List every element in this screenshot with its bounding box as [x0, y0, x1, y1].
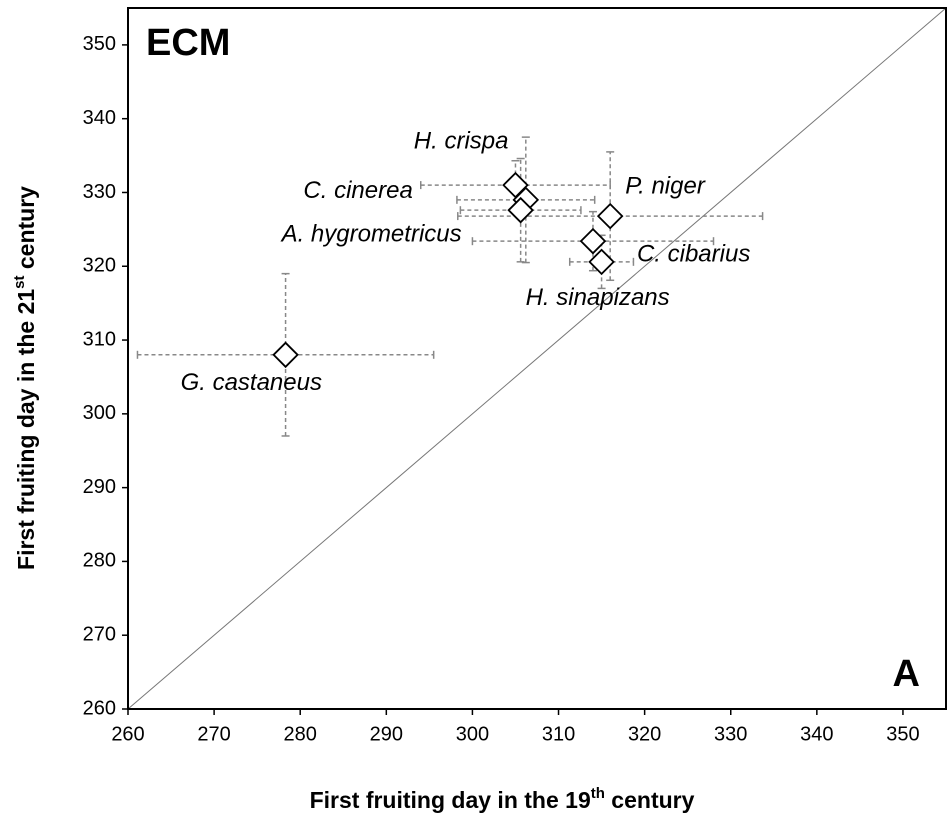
diamond-marker — [588, 248, 615, 276]
diamond-marker — [507, 196, 534, 224]
x-axis-title: First fruiting day in the 19th century — [310, 785, 695, 813]
x-tick-label: 330 — [714, 723, 747, 745]
point-label: P. niger — [625, 172, 706, 199]
y-axis-title: First fruiting day in the 21st century — [11, 186, 39, 570]
x-tick-label: 320 — [628, 723, 661, 745]
x-title-end: century — [605, 787, 695, 813]
x-tick-label: 270 — [197, 723, 230, 745]
diamond-marker — [596, 202, 624, 230]
y-tick-label: 350 — [83, 33, 116, 55]
point-label: C. cinerea — [303, 177, 412, 204]
panel-letter: A — [893, 653, 920, 695]
x-tick-label: 310 — [542, 723, 575, 745]
y-tick-label: 290 — [83, 476, 116, 498]
panel-label: ECM — [146, 22, 230, 64]
y-tick-label: 300 — [83, 402, 116, 424]
y-tick-label: 330 — [83, 181, 116, 203]
y-tick-label: 270 — [83, 623, 116, 645]
y-tick-label: 310 — [83, 328, 116, 350]
y-title-end: century — [13, 186, 39, 276]
x-tick-label: 290 — [370, 723, 403, 745]
diamond-marker — [579, 227, 607, 255]
diamond-marker — [272, 341, 299, 369]
y-tick-label: 320 — [83, 255, 116, 277]
x-title-main: First fruiting day in the 19 — [310, 787, 591, 813]
y-tick-label: 260 — [83, 697, 116, 719]
one-to-one-line — [127, 7, 947, 710]
x-tick-label: 300 — [456, 723, 489, 745]
point-label: G. castaneus — [181, 369, 322, 396]
y-tick-label: 340 — [83, 107, 116, 129]
x-tick-label: 340 — [800, 723, 833, 745]
y-title-main: First fruiting day in the 21 — [13, 289, 39, 570]
y-tick-label: 280 — [83, 550, 116, 572]
x-tick-label: 280 — [284, 723, 317, 745]
point-label: C. cibarius — [637, 241, 750, 268]
point-label: A. hygrometricus — [280, 221, 462, 248]
x-tick-label: 260 — [111, 723, 144, 745]
plot-frame — [127, 7, 947, 710]
y-title-sup: st — [11, 275, 28, 288]
point-label: H. crispa — [414, 127, 509, 154]
point-label: H. sinapizans — [526, 284, 670, 311]
x-title-sup: th — [591, 785, 605, 802]
x-tick-label: 350 — [886, 723, 919, 745]
